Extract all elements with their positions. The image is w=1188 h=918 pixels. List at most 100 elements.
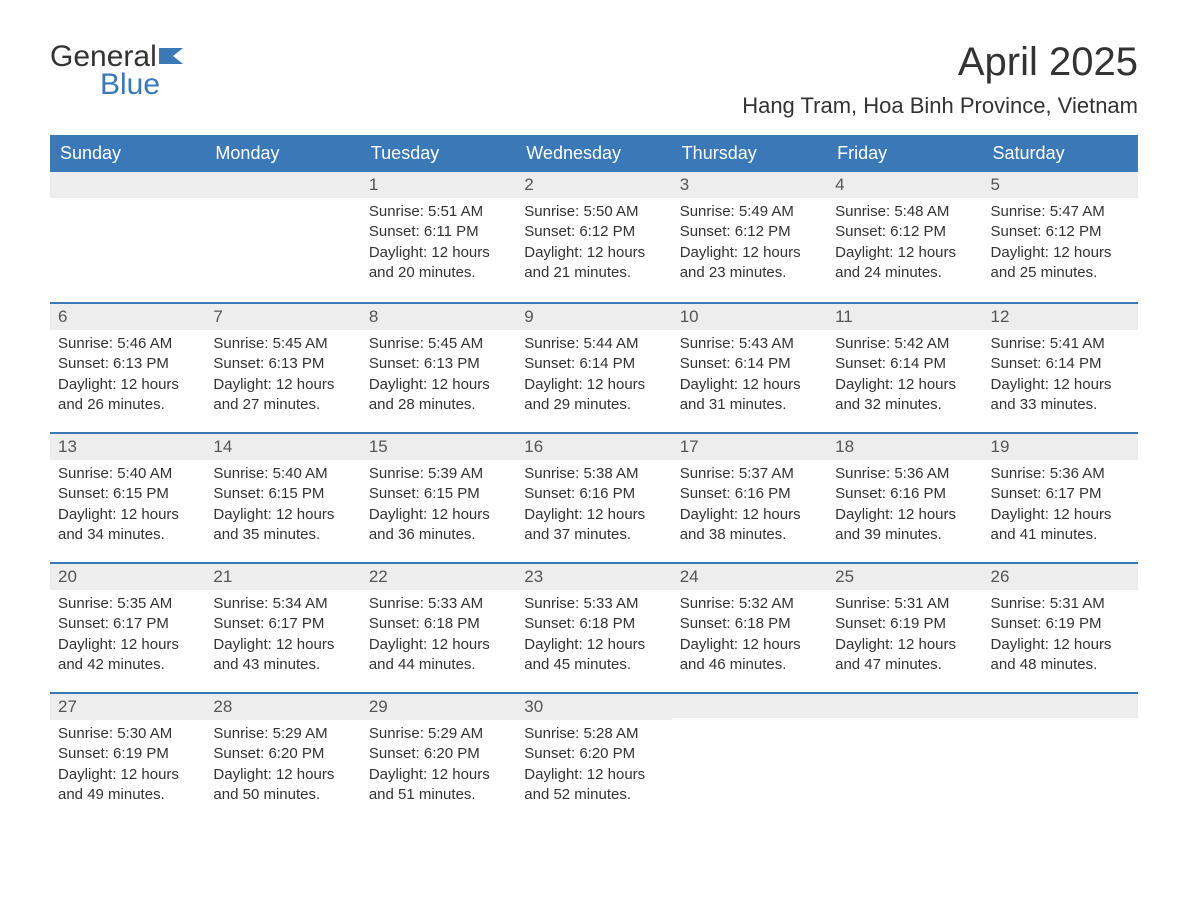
day-details: Sunrise: 5:40 AMSunset: 6:15 PMDaylight:… xyxy=(205,460,360,553)
empty-day-number xyxy=(205,172,360,198)
sunrise-line: Sunrise: 5:38 AM xyxy=(524,464,663,484)
day-number: 18 xyxy=(827,432,982,460)
day-details: Sunrise: 5:42 AMSunset: 6:14 PMDaylight:… xyxy=(827,330,982,423)
sunrise-line-value: 5:29 AM xyxy=(428,725,483,742)
day-details: Sunrise: 5:28 AMSunset: 6:20 PMDaylight:… xyxy=(516,720,671,813)
sunset-line-value: 6:15 PM xyxy=(268,485,324,502)
sunset-line: Sunset: 6:12 PM xyxy=(524,222,663,242)
sunrise-line-value: 5:34 AM xyxy=(273,595,328,612)
sunset-line-label: Sunset: xyxy=(524,355,579,372)
sunset-line: Sunset: 6:15 PM xyxy=(213,484,352,504)
day-details: Sunrise: 5:29 AMSunset: 6:20 PMDaylight:… xyxy=(205,720,360,813)
calendar-row: 27Sunrise: 5:30 AMSunset: 6:19 PMDayligh… xyxy=(50,692,1138,822)
day-number: 12 xyxy=(983,302,1138,330)
daylight-line-label: Daylight: xyxy=(680,636,743,653)
sunset-line: Sunset: 6:12 PM xyxy=(835,222,974,242)
day-number: 7 xyxy=(205,302,360,330)
daylight-line: Daylight: 12 hours and 49 minutes. xyxy=(58,765,197,806)
daylight-line-label: Daylight: xyxy=(213,766,276,783)
sunset-line-label: Sunset: xyxy=(524,485,579,502)
day-details: Sunrise: 5:30 AMSunset: 6:19 PMDaylight:… xyxy=(50,720,205,813)
sunset-line-label: Sunset: xyxy=(680,355,735,372)
empty-day-number xyxy=(672,692,827,718)
calendar-day-cell: 18Sunrise: 5:36 AMSunset: 6:16 PMDayligh… xyxy=(827,432,982,562)
sunset-line-label: Sunset: xyxy=(213,745,268,762)
calendar-day-cell: 26Sunrise: 5:31 AMSunset: 6:19 PMDayligh… xyxy=(983,562,1138,692)
daylight-line: Daylight: 12 hours and 35 minutes. xyxy=(213,505,352,546)
sunrise-line-label: Sunrise: xyxy=(58,595,117,612)
sunset-line-value: 6:12 PM xyxy=(735,223,791,240)
day-number: 17 xyxy=(672,432,827,460)
sunset-line-value: 6:12 PM xyxy=(890,223,946,240)
sunrise-line: Sunrise: 5:50 AM xyxy=(524,202,663,222)
daylight-line-label: Daylight: xyxy=(369,636,432,653)
sunrise-line-label: Sunrise: xyxy=(369,595,428,612)
sunset-line-value: 6:15 PM xyxy=(113,485,169,502)
day-number: 20 xyxy=(50,562,205,590)
sunrise-line-label: Sunrise: xyxy=(680,465,739,482)
sunrise-line: Sunrise: 5:44 AM xyxy=(524,334,663,354)
calendar-day-cell: 16Sunrise: 5:38 AMSunset: 6:16 PMDayligh… xyxy=(516,432,671,562)
calendar-day-cell: 12Sunrise: 5:41 AMSunset: 6:14 PMDayligh… xyxy=(983,302,1138,432)
sunrise-line: Sunrise: 5:33 AM xyxy=(369,594,508,614)
sunrise-line: Sunrise: 5:47 AM xyxy=(991,202,1130,222)
day-details: Sunrise: 5:45 AMSunset: 6:13 PMDaylight:… xyxy=(205,330,360,423)
day-details: Sunrise: 5:51 AMSunset: 6:11 PMDaylight:… xyxy=(361,198,516,291)
sunset-line-label: Sunset: xyxy=(58,485,113,502)
day-number: 4 xyxy=(827,172,982,198)
sunrise-line: Sunrise: 5:31 AM xyxy=(991,594,1130,614)
day-number: 16 xyxy=(516,432,671,460)
empty-day-number xyxy=(983,692,1138,718)
sunset-line-label: Sunset: xyxy=(991,485,1046,502)
sunrise-line-label: Sunrise: xyxy=(213,465,272,482)
daylight-line-label: Daylight: xyxy=(991,636,1054,653)
sunset-line-value: 6:13 PM xyxy=(424,355,480,372)
sunrise-line-label: Sunrise: xyxy=(58,465,117,482)
sunset-line: Sunset: 6:16 PM xyxy=(835,484,974,504)
day-details: Sunrise: 5:33 AMSunset: 6:18 PMDaylight:… xyxy=(516,590,671,683)
sunset-line-value: 6:20 PM xyxy=(579,745,635,762)
sunset-line: Sunset: 6:18 PM xyxy=(524,614,663,634)
sunrise-line: Sunrise: 5:48 AM xyxy=(835,202,974,222)
calendar-day-cell: 10Sunrise: 5:43 AMSunset: 6:14 PMDayligh… xyxy=(672,302,827,432)
sunrise-line-value: 5:43 AM xyxy=(739,335,794,352)
day-details: Sunrise: 5:29 AMSunset: 6:20 PMDaylight:… xyxy=(361,720,516,813)
sunset-line: Sunset: 6:19 PM xyxy=(991,614,1130,634)
calendar-empty-cell xyxy=(983,692,1138,822)
sunrise-line: Sunrise: 5:32 AM xyxy=(680,594,819,614)
daylight-line-label: Daylight: xyxy=(58,376,121,393)
sunrise-line-label: Sunrise: xyxy=(991,595,1050,612)
daylight-line: Daylight: 12 hours and 52 minutes. xyxy=(524,765,663,806)
calendar-body: 1Sunrise: 5:51 AMSunset: 6:11 PMDaylight… xyxy=(50,172,1138,822)
sunset-line-label: Sunset: xyxy=(369,615,424,632)
daylight-line: Daylight: 12 hours and 41 minutes. xyxy=(991,505,1130,546)
sunrise-line-label: Sunrise: xyxy=(58,725,117,742)
daylight-line-label: Daylight: xyxy=(680,244,743,261)
daylight-line-label: Daylight: xyxy=(835,506,898,523)
sunset-line-label: Sunset: xyxy=(213,485,268,502)
daylight-line-label: Daylight: xyxy=(58,766,121,783)
sunrise-line-value: 5:45 AM xyxy=(273,335,328,352)
daylight-line-label: Daylight: xyxy=(369,376,432,393)
sunrise-line-value: 5:36 AM xyxy=(894,465,949,482)
sunrise-line-value: 5:44 AM xyxy=(583,335,638,352)
day-details: Sunrise: 5:32 AMSunset: 6:18 PMDaylight:… xyxy=(672,590,827,683)
calendar-day-cell: 3Sunrise: 5:49 AMSunset: 6:12 PMDaylight… xyxy=(672,172,827,302)
day-number: 29 xyxy=(361,692,516,720)
sunrise-line-label: Sunrise: xyxy=(835,465,894,482)
daylight-line-label: Daylight: xyxy=(680,376,743,393)
day-details: Sunrise: 5:44 AMSunset: 6:14 PMDaylight:… xyxy=(516,330,671,423)
calendar-day-cell: 15Sunrise: 5:39 AMSunset: 6:15 PMDayligh… xyxy=(361,432,516,562)
sunrise-line: Sunrise: 5:36 AM xyxy=(835,464,974,484)
sunrise-line-value: 5:30 AM xyxy=(117,725,172,742)
daylight-line: Daylight: 12 hours and 34 minutes. xyxy=(58,505,197,546)
sunset-line: Sunset: 6:13 PM xyxy=(369,354,508,374)
sunset-line-label: Sunset: xyxy=(213,615,268,632)
sunset-line: Sunset: 6:14 PM xyxy=(835,354,974,374)
sunset-line-value: 6:16 PM xyxy=(579,485,635,502)
sunset-line-label: Sunset: xyxy=(524,223,579,240)
calendar-day-cell: 8Sunrise: 5:45 AMSunset: 6:13 PMDaylight… xyxy=(361,302,516,432)
calendar-day-cell: 22Sunrise: 5:33 AMSunset: 6:18 PMDayligh… xyxy=(361,562,516,692)
sunrise-line-label: Sunrise: xyxy=(991,203,1050,220)
calendar-row: 1Sunrise: 5:51 AMSunset: 6:11 PMDaylight… xyxy=(50,172,1138,302)
